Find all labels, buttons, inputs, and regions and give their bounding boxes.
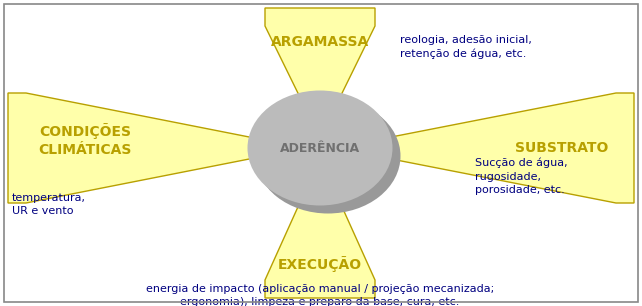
Text: reologia, adesão inicial,
retenção de água, etc.: reologia, adesão inicial, retenção de ág… [400,35,532,59]
Text: SUBSTRATO: SUBSTRATO [516,141,609,155]
Text: ARGAMASSA: ARGAMASSA [271,35,369,49]
Text: CONDIÇÕES
CLIMÁTICAS: CONDIÇÕES CLIMÁTICAS [39,123,132,157]
Polygon shape [265,158,375,298]
Polygon shape [335,93,634,203]
Polygon shape [8,93,305,203]
Ellipse shape [256,99,401,214]
Text: energia de impacto (aplicação manual / projeção mecanizada;
ergonomia), limpeza : energia de impacto (aplicação manual / p… [146,284,494,306]
Polygon shape [265,8,375,138]
Text: Sucção de água,
rugosidade,
porosidade, etc.: Sucção de água, rugosidade, porosidade, … [475,158,568,195]
Text: EXECUÇÃO: EXECUÇÃO [278,256,362,272]
Text: ADERÊNCIA: ADERÊNCIA [280,141,360,155]
Text: temperatura,
UR e vento: temperatura, UR e vento [12,193,86,216]
Ellipse shape [248,91,392,206]
